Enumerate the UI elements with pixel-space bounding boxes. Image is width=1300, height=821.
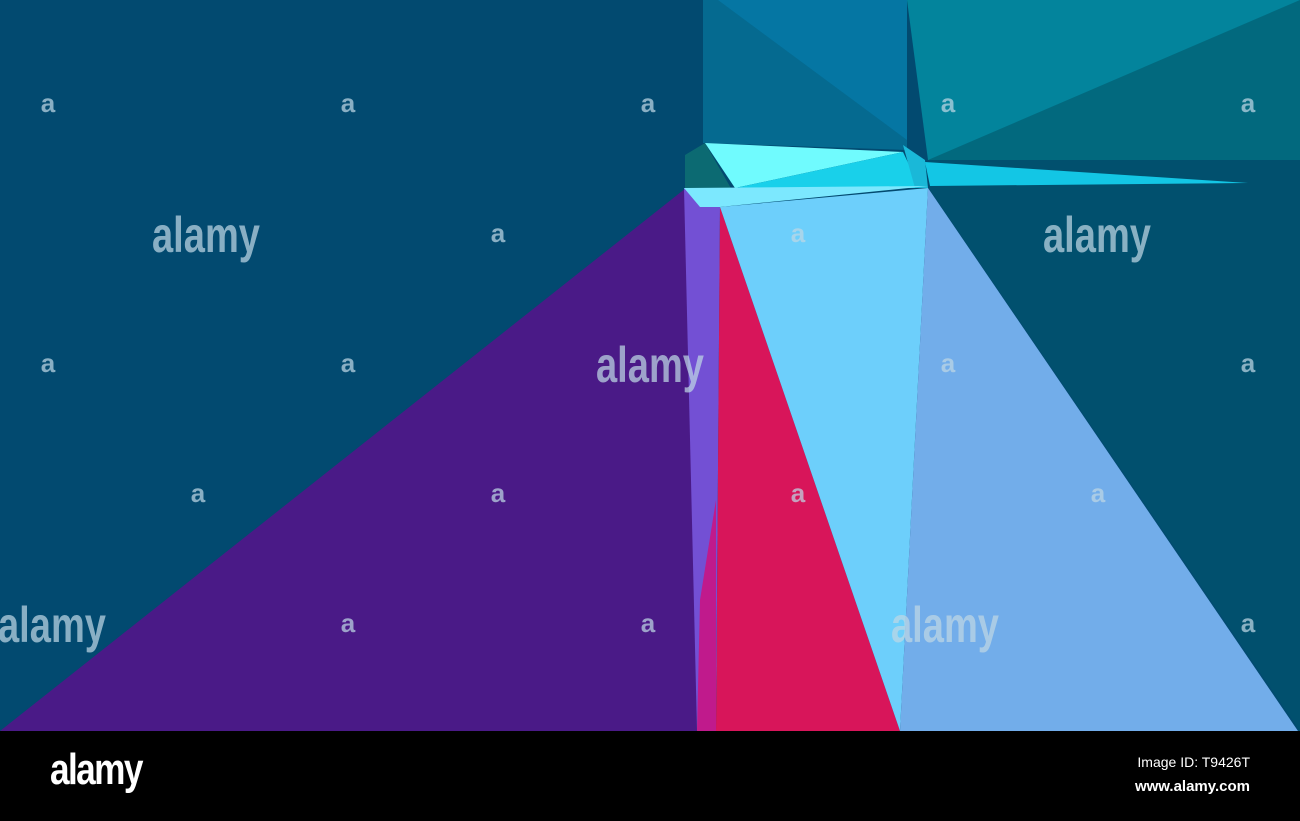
watermark-letter: a xyxy=(41,348,56,378)
watermark-word: alamy xyxy=(1043,207,1151,263)
watermark-word: alamy xyxy=(0,597,106,653)
watermark-letter: a xyxy=(641,608,656,638)
sky-blue-triangle xyxy=(720,188,928,731)
watermark-letter: a xyxy=(341,608,356,638)
cyan-streak xyxy=(925,162,1248,186)
top-block-light xyxy=(718,0,907,140)
watermark-word: alamy xyxy=(891,597,999,653)
red-triangle xyxy=(716,207,900,731)
watermark-letter: a xyxy=(1241,608,1256,638)
light-blue-triangle xyxy=(900,188,1298,731)
footer-bar: alamy Image ID: T9426T www.alamy.com xyxy=(0,731,1300,821)
watermark-letter: a xyxy=(341,348,356,378)
purple-triangle xyxy=(0,188,697,731)
alamy-logo: alamy xyxy=(50,745,143,794)
watermark-letter: a xyxy=(791,218,806,248)
watermark-letter: a xyxy=(191,478,206,508)
watermark-letter: a xyxy=(941,88,956,118)
watermark-word: alamy xyxy=(596,337,704,393)
teal-corner xyxy=(685,143,732,190)
watermark-letter: a xyxy=(341,88,356,118)
watermark-letter: a xyxy=(941,348,956,378)
watermark-letter: a xyxy=(1241,348,1256,378)
cyan-shard xyxy=(735,152,920,188)
right-panel xyxy=(930,160,1300,731)
watermark-letter: a xyxy=(491,478,506,508)
watermark-word: alamy xyxy=(152,207,260,263)
watermark-letter: a xyxy=(791,478,806,508)
watermark-letter: a xyxy=(491,218,506,248)
dark-teal-triangle xyxy=(928,0,1300,160)
watermark-letter: a xyxy=(1241,88,1256,118)
website-link: www.alamy.com xyxy=(1134,778,1250,795)
cyan-edge xyxy=(903,145,928,188)
watermark-letter: a xyxy=(1091,478,1106,508)
watermark-letter: a xyxy=(41,88,56,118)
watermark-layer: a a a a a a a a a a a a a a a a a a alamy alamy alamy alamy al… xyxy=(0,88,1256,653)
abstract-polygon-art: a a a a a a a a a a a a a a a a a a alamy alamy alamy alamy al… xyxy=(0,0,1300,731)
pale-cyan-band xyxy=(684,186,928,207)
watermark-letter: a xyxy=(641,88,656,118)
image-id: Image ID: T9426T xyxy=(1137,754,1250,770)
magenta-sliver xyxy=(697,500,716,731)
cyan-light-shard xyxy=(705,143,903,188)
